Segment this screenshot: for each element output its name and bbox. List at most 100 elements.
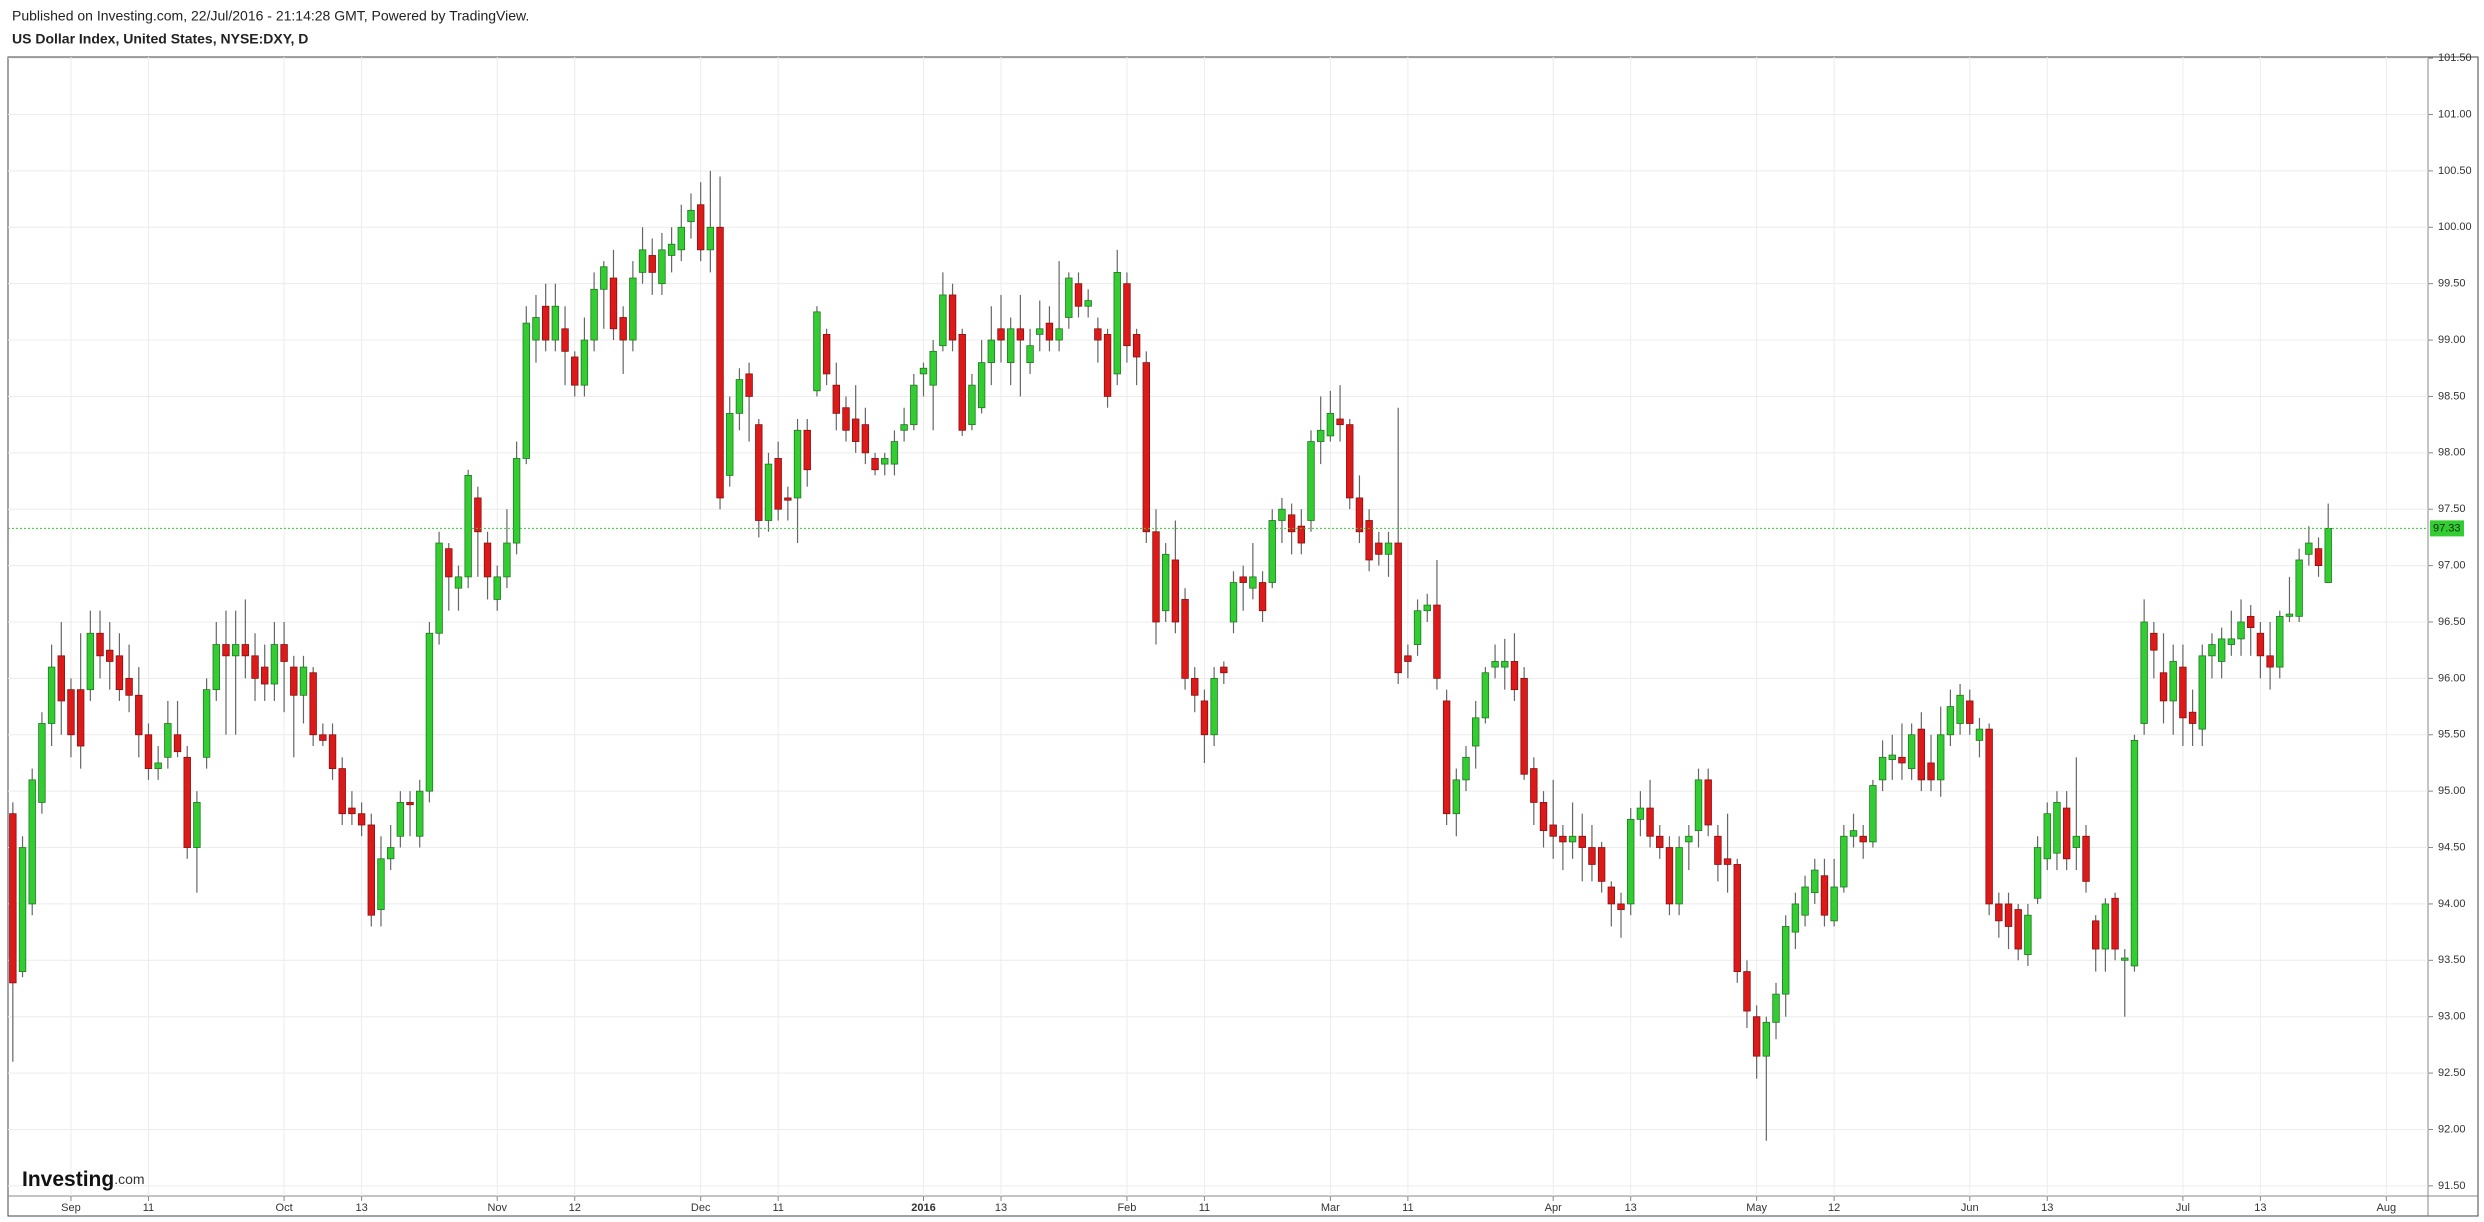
candle-body bbox=[2159, 672, 2168, 702]
candle-body bbox=[658, 249, 666, 285]
candle-body bbox=[1152, 531, 1160, 623]
candle-body bbox=[1316, 429, 1325, 442]
candle-body bbox=[716, 226, 724, 499]
candle-body bbox=[2014, 909, 2022, 950]
candle-body bbox=[1307, 441, 1315, 521]
candle-body bbox=[929, 350, 937, 386]
candle-body bbox=[2130, 740, 2139, 967]
publisher-note: Published on Investing.com, 22/Jul/2016 … bbox=[12, 8, 529, 24]
logo-name: Investing bbox=[22, 1168, 114, 1191]
candle-body bbox=[2305, 542, 2313, 555]
y-tick-label: 100.50 bbox=[2438, 165, 2472, 177]
candle-body bbox=[1520, 677, 1528, 775]
candle-body bbox=[231, 644, 240, 657]
candle-body bbox=[115, 655, 124, 691]
candle-body bbox=[696, 204, 705, 251]
y-tick-label: 100.00 bbox=[2438, 221, 2472, 233]
candle-body bbox=[270, 644, 279, 685]
candle-body bbox=[1869, 785, 1877, 843]
candle-body bbox=[2188, 711, 2197, 724]
x-tick-label: 11 bbox=[143, 1202, 154, 1214]
candle-body bbox=[1937, 734, 1945, 781]
candle-body bbox=[1016, 328, 1025, 341]
candle-body bbox=[2053, 802, 2061, 854]
candle-body bbox=[396, 802, 405, 837]
candle-body bbox=[435, 542, 443, 634]
candle-body bbox=[1801, 886, 1809, 916]
candle-body bbox=[1927, 762, 1935, 781]
candle-body bbox=[1530, 768, 1538, 803]
candle-body bbox=[106, 649, 114, 662]
candle-body bbox=[222, 644, 230, 657]
x-tick-label: 13 bbox=[355, 1202, 367, 1214]
candle-body bbox=[1627, 818, 1635, 905]
x-tick-label: 11 bbox=[772, 1202, 783, 1214]
candle-body bbox=[1142, 362, 1151, 533]
candle-body bbox=[357, 813, 366, 826]
candle-body bbox=[638, 249, 647, 273]
candle-body bbox=[2266, 655, 2274, 668]
candle-body bbox=[1907, 734, 1916, 769]
candle-body bbox=[677, 226, 685, 251]
candle-body bbox=[1752, 1016, 1761, 1057]
candle-body bbox=[1355, 497, 1364, 533]
candle-body bbox=[706, 226, 715, 251]
candle-body bbox=[1210, 677, 1218, 736]
y-tick-label: 92.50 bbox=[2438, 1067, 2466, 1079]
candle-body bbox=[1365, 520, 1373, 561]
candle-body bbox=[764, 463, 773, 521]
candle-body bbox=[1878, 756, 1887, 781]
candle-body bbox=[1607, 886, 1616, 905]
candle-body bbox=[18, 847, 27, 972]
candle-body bbox=[2237, 621, 2245, 640]
candle-body bbox=[261, 666, 269, 685]
candle-body bbox=[144, 734, 153, 769]
candle-body bbox=[1036, 328, 1044, 335]
candle-body bbox=[948, 294, 957, 341]
candle-body bbox=[1074, 283, 1083, 307]
candle-body bbox=[135, 694, 143, 736]
candle-body bbox=[367, 824, 375, 916]
candle-body bbox=[1384, 542, 1393, 555]
candle-body bbox=[2324, 527, 2332, 583]
x-tick-label: 13 bbox=[2254, 1202, 2266, 1214]
candle-body bbox=[1055, 328, 1063, 341]
candle-body bbox=[939, 294, 947, 347]
x-tick-label: May bbox=[1746, 1202, 1767, 1214]
candle-body bbox=[2101, 903, 2110, 950]
candle-body bbox=[1026, 345, 1034, 364]
candle-body bbox=[464, 474, 472, 578]
candle-body bbox=[2198, 655, 2206, 730]
candle-body bbox=[1433, 604, 1441, 679]
candle-body bbox=[1326, 412, 1335, 437]
candle-body bbox=[76, 689, 85, 747]
y-tick-label: 94.50 bbox=[2438, 841, 2466, 853]
candle-body bbox=[1694, 779, 1703, 832]
x-tick-label: 13 bbox=[2041, 1202, 2053, 1214]
candle-body bbox=[2121, 957, 2129, 961]
y-tick-label: 93.50 bbox=[2438, 954, 2466, 966]
candle-body bbox=[881, 458, 889, 465]
candle-body bbox=[1762, 1021, 1771, 1057]
candle-body bbox=[793, 429, 802, 499]
y-tick-label: 94.00 bbox=[2438, 898, 2466, 910]
candle-body bbox=[164, 723, 172, 758]
candle-body bbox=[377, 858, 385, 910]
candle-body bbox=[2092, 920, 2100, 950]
candle-body bbox=[57, 655, 65, 702]
candle-body bbox=[1346, 424, 1354, 499]
candle-body bbox=[1597, 847, 1606, 882]
x-tick-label: Oct bbox=[276, 1202, 293, 1214]
chart-title: US Dollar Index, United States, NYSE:DXY… bbox=[12, 31, 308, 47]
candle-body bbox=[551, 305, 560, 341]
y-tick-label: 97.00 bbox=[2438, 560, 2466, 572]
candle-body bbox=[784, 497, 792, 501]
candle-body bbox=[813, 311, 821, 392]
candle-body bbox=[1123, 283, 1131, 347]
candle-body bbox=[183, 756, 191, 848]
candle-body bbox=[900, 424, 908, 431]
candle-body bbox=[280, 644, 288, 662]
candle-body bbox=[1723, 858, 1732, 865]
candle-body bbox=[28, 779, 36, 905]
candle-body bbox=[299, 666, 308, 696]
